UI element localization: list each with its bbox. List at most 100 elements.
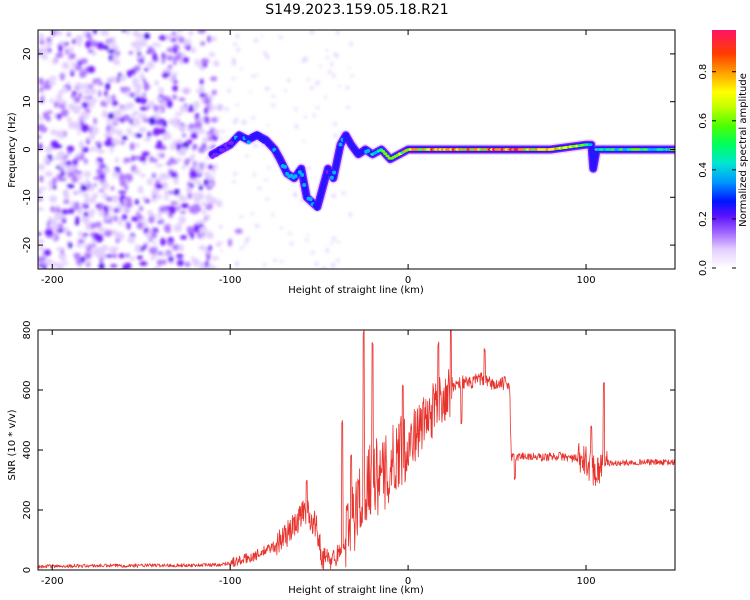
noise-blob	[98, 262, 105, 269]
noise-blob	[44, 146, 50, 153]
noise-blob	[254, 224, 260, 228]
noise-blob	[177, 30, 184, 33]
noise-blob	[270, 103, 276, 107]
noise-blob	[76, 152, 81, 157]
noise-blob	[189, 183, 194, 188]
noise-blob	[89, 40, 99, 48]
noise-blob	[235, 117, 239, 122]
noise-blob	[82, 233, 89, 237]
noise-blob	[331, 236, 337, 241]
noise-blob	[44, 228, 54, 237]
noise-blob	[139, 205, 144, 212]
noise-blob	[38, 256, 43, 263]
noise-blob	[146, 61, 155, 69]
noise-blob	[173, 224, 178, 232]
noise-blob	[203, 246, 208, 253]
noise-blob	[85, 259, 90, 265]
noise-blob	[348, 211, 352, 216]
noise-blob	[119, 87, 128, 91]
noise-blob	[220, 137, 225, 141]
noise-blob	[125, 30, 131, 35]
noise-blob	[75, 35, 83, 44]
noise-blob	[206, 131, 214, 135]
noise-blob	[140, 173, 146, 178]
noise-blob	[166, 227, 171, 234]
noise-blob	[147, 131, 151, 138]
noise-blob	[114, 109, 122, 118]
noise-blob	[205, 231, 212, 236]
noise-blob	[46, 221, 51, 228]
noise-blob	[152, 52, 158, 61]
noise-blob	[82, 30, 88, 37]
noise-blob	[164, 68, 173, 73]
noise-blob	[68, 53, 76, 60]
noise-blob	[154, 80, 160, 86]
noise-blob	[123, 157, 132, 163]
ridge-point	[315, 206, 319, 211]
noise-blob	[227, 238, 233, 247]
noise-blob	[199, 78, 204, 86]
noise-blob	[96, 250, 105, 260]
snr-line	[38, 330, 675, 570]
noise-blob	[39, 175, 44, 183]
noise-blob	[74, 82, 83, 88]
noise-blob	[207, 136, 214, 141]
noise-blob	[193, 144, 197, 149]
noise-blob	[78, 140, 85, 149]
noise-blob	[179, 105, 187, 113]
noise-blob	[198, 245, 206, 251]
ridge-point	[319, 192, 324, 197]
noise-blob	[114, 207, 118, 214]
ridge-point	[385, 154, 390, 158]
noise-blob	[120, 116, 124, 124]
noise-blob	[57, 228, 65, 233]
noise-blob	[310, 86, 316, 89]
noise-blob	[280, 226, 283, 230]
noise-blob	[129, 92, 135, 98]
noise-blob	[43, 156, 50, 164]
noise-blob	[38, 245, 45, 251]
noise-blob	[58, 44, 63, 53]
noise-blob	[233, 42, 237, 46]
noise-blob	[108, 246, 118, 254]
noise-blob	[178, 215, 186, 224]
noise-blob	[272, 259, 278, 262]
noise-blob	[116, 203, 124, 210]
noise-blob	[81, 111, 90, 120]
noise-blob	[81, 216, 90, 224]
noise-blob	[196, 127, 205, 135]
ridge-point	[246, 140, 251, 145]
noise-blob	[173, 58, 177, 66]
noise-blob	[304, 238, 309, 241]
colorbar-ticks: 0.0 0.2 0.4 0.6 0.8	[698, 64, 736, 276]
noise-blob	[101, 113, 109, 117]
noise-blob	[179, 58, 184, 65]
ridge-point	[283, 164, 287, 169]
noise-blob	[182, 133, 187, 138]
noise-blob	[146, 178, 153, 186]
ridge-point	[276, 153, 281, 158]
noise-blob	[98, 209, 104, 217]
noise-blob	[38, 238, 45, 244]
noise-blob	[126, 221, 131, 230]
noise-blob	[134, 133, 143, 138]
noise-blob	[172, 80, 178, 84]
noise-blob	[284, 89, 287, 92]
ridge-point	[327, 169, 332, 174]
noise-blob	[105, 196, 114, 202]
noise-blob	[156, 118, 165, 124]
noise-blob	[256, 73, 259, 76]
noise-blob	[76, 259, 83, 266]
noise-blob	[38, 263, 43, 268]
noise-blob	[172, 94, 177, 100]
noise-blob	[156, 140, 163, 145]
noise-blob	[162, 72, 169, 79]
noise-blob	[143, 32, 150, 40]
ridge-point	[274, 150, 279, 155]
snr-series-line	[38, 330, 675, 570]
noise-blob	[202, 136, 209, 145]
noise-blob	[61, 61, 70, 70]
noise-blob	[89, 146, 97, 152]
noise-blob	[99, 164, 107, 169]
noise-blob	[148, 116, 156, 125]
